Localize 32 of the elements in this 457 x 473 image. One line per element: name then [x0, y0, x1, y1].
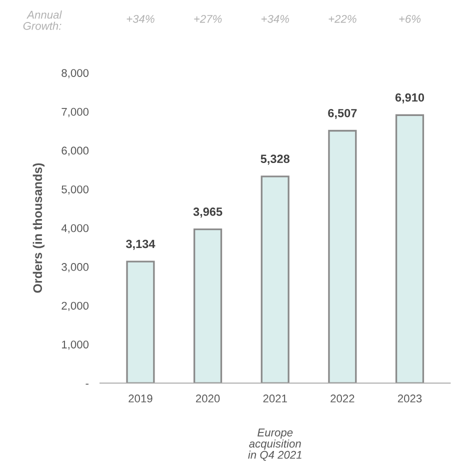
text: Annual Growth: [23, 10, 62, 30]
y-tick-label: 3,000 [62, 263, 89, 272]
x-tick-label: 2020 [196, 394, 220, 402]
text: +34% [261, 14, 289, 23]
x-tick-label: 2023 [398, 394, 422, 402]
y-tick-label: 5,000 [62, 185, 89, 195]
data-label: 6,507 [328, 108, 357, 120]
text: Europe acquisition in Q4 2021 [248, 428, 302, 461]
bar [260, 176, 290, 384]
bar [126, 260, 155, 384]
text: +34% [126, 14, 154, 23]
text: +22% [328, 14, 356, 23]
data-label: 5,328 [260, 154, 290, 165]
data-label: 3,965 [193, 208, 222, 218]
y-tick-label: 1,000 [62, 340, 89, 350]
y-tick-label: 8,000 [62, 69, 89, 78]
y-tick-label: 2,000 [62, 302, 89, 312]
x-tick-label: 2019 [128, 394, 152, 402]
data-label: 6,910 [395, 93, 424, 104]
x-tick-label: 2022 [330, 394, 354, 402]
y-tick-label: 7,000 [62, 108, 89, 118]
bar [395, 114, 424, 384]
data-label: 3,134 [126, 240, 156, 250]
text: +6% [399, 14, 421, 23]
y-tick-label: - [86, 384, 88, 385]
bar [193, 228, 222, 384]
y-axis-title: Orders (in thousands) [32, 163, 45, 293]
bar [328, 130, 357, 384]
y-tick-label: 4,000 [61, 224, 89, 234]
text: +27% [194, 14, 222, 23]
y-tick-label: 6,000 [62, 146, 89, 156]
x-tick-label: 2021 [263, 394, 287, 402]
